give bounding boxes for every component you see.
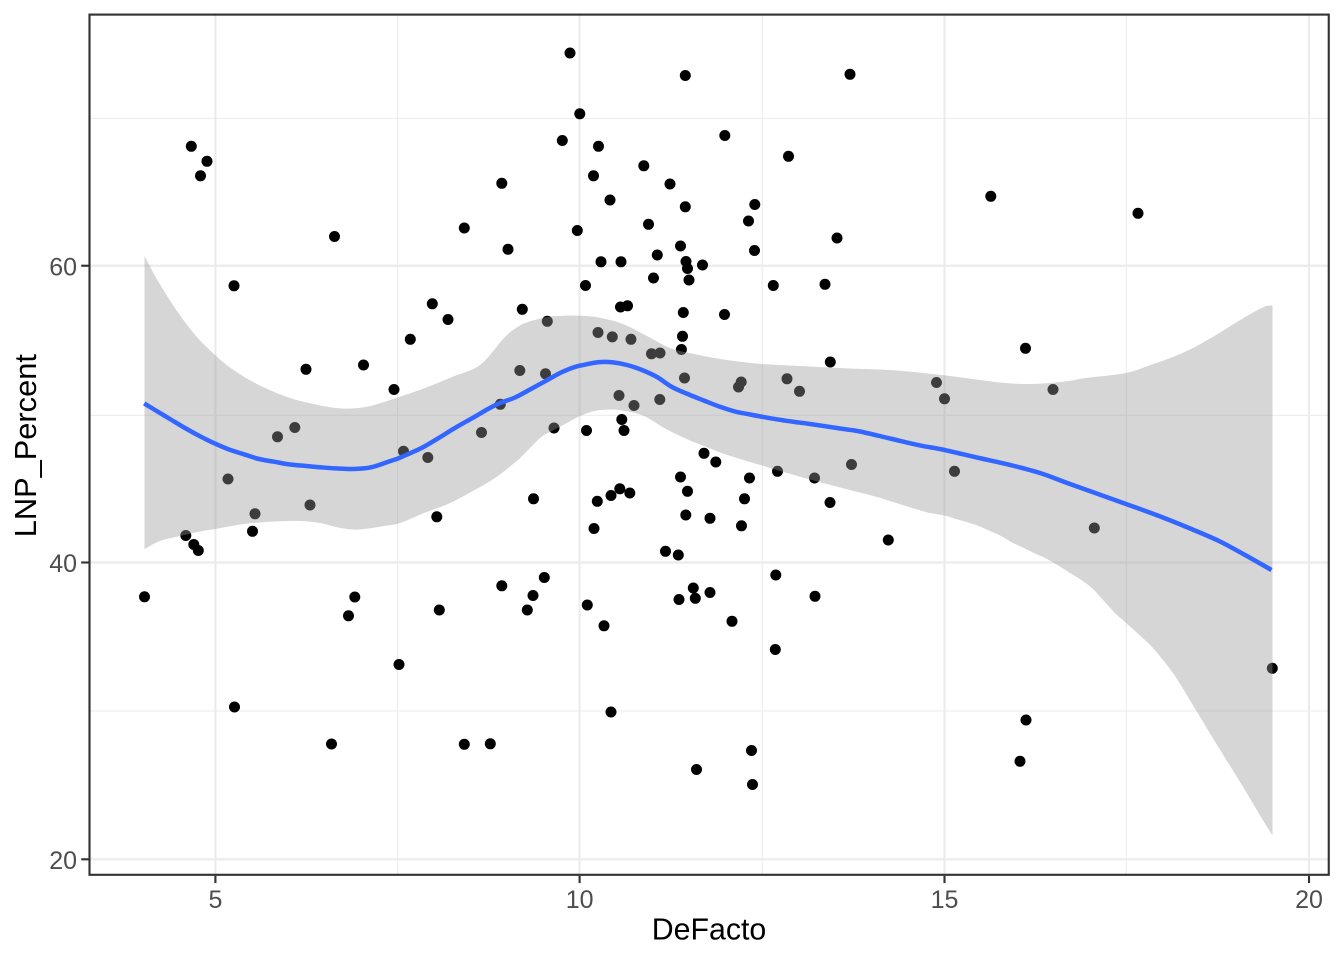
svg-text:10: 10	[566, 886, 594, 914]
svg-text:15: 15	[931, 886, 959, 914]
svg-text:40: 40	[49, 550, 77, 578]
svg-text:DeFacto: DeFacto	[652, 914, 767, 947]
svg-text:20: 20	[1295, 886, 1323, 914]
svg-text:LNP_Percent: LNP_Percent	[8, 354, 43, 538]
svg-text:5: 5	[208, 886, 222, 914]
svg-text:60: 60	[49, 253, 77, 281]
svg-text:20: 20	[49, 847, 77, 875]
